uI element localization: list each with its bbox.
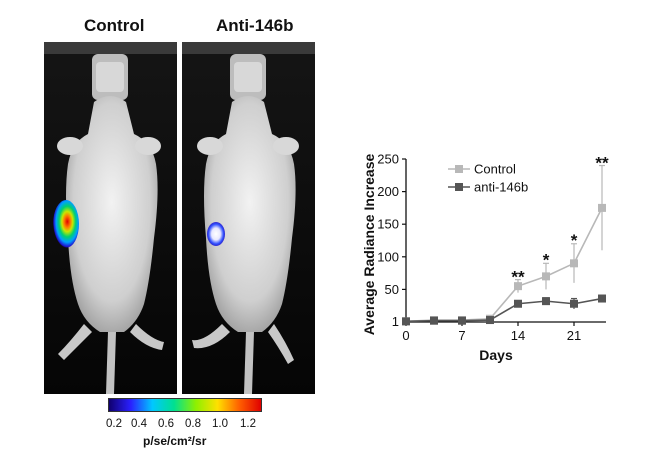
y-tick-label: 150	[377, 217, 399, 232]
colorbar-tick: 0.4	[131, 418, 147, 430]
significance-marker: *	[571, 231, 578, 250]
y-axis-title: Average Radiance Increase	[361, 154, 377, 336]
data-point	[430, 316, 438, 325]
data-point	[514, 299, 522, 308]
anti-146b-mouse-image	[182, 42, 315, 394]
legend-swatch-marker	[455, 183, 463, 191]
control-panel-label: Control	[84, 16, 145, 35]
y-tick-label: 250	[377, 152, 399, 167]
significance-marker: **	[595, 153, 609, 172]
legend-label: Control	[474, 162, 516, 177]
data-point	[486, 316, 494, 325]
series-line	[405, 297, 603, 323]
colorbar-tick: 1.0	[212, 418, 228, 430]
colorbar-tick: 0.2	[106, 418, 122, 430]
anti-146b-mouse-illustration	[182, 42, 315, 394]
data-point	[402, 317, 410, 326]
x-tick-label: 0	[402, 328, 409, 343]
data-point	[598, 203, 606, 212]
x-tick-label: 7	[458, 328, 465, 343]
control-mouse-illustration	[44, 42, 177, 394]
significance-marker: *	[543, 250, 550, 269]
colorbar-unit: p/se/cm²/sr	[143, 434, 207, 448]
y-tick-label: 100	[377, 249, 399, 264]
colorbar-tick: 1.2	[240, 418, 256, 430]
y-tick-label: 1	[392, 314, 399, 329]
data-point	[458, 316, 466, 325]
y-tick-label: 200	[377, 184, 399, 199]
y-tick-label: 50	[385, 282, 399, 297]
radiance-color-scale	[108, 398, 262, 412]
significance-marker: **	[511, 267, 525, 286]
x-tick-label: 21	[567, 328, 581, 343]
x-axis-title: Days	[479, 347, 513, 363]
data-point	[570, 259, 578, 268]
x-tick-label: 14	[511, 328, 525, 343]
colorbar-tick: 0.8	[185, 418, 201, 430]
data-point	[570, 299, 578, 308]
colorbar-tick: 0.6	[158, 418, 174, 430]
data-point	[542, 297, 550, 306]
data-point	[598, 294, 606, 303]
data-point	[514, 282, 522, 291]
control-mouse-image	[44, 42, 177, 394]
legend-swatch-marker	[455, 165, 463, 173]
data-point	[542, 272, 550, 281]
anti-146b-panel-label: Anti-146b	[216, 16, 294, 35]
legend-label: anti-146b	[474, 180, 528, 195]
